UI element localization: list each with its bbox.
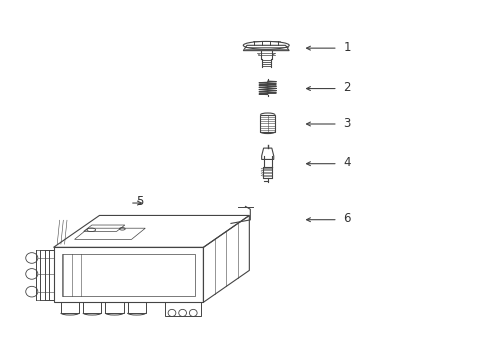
- Bar: [83, 302, 101, 313]
- Bar: [105, 302, 123, 313]
- Bar: [260, 115, 274, 132]
- Bar: [61, 302, 79, 313]
- Text: 3: 3: [343, 117, 350, 130]
- Bar: [127, 302, 145, 313]
- Bar: [62, 254, 194, 296]
- Text: 2: 2: [343, 81, 350, 94]
- Text: 5: 5: [136, 195, 143, 208]
- Text: 4: 4: [343, 157, 350, 170]
- Bar: [164, 302, 201, 316]
- Text: 6: 6: [343, 212, 350, 225]
- Text: 1: 1: [343, 41, 350, 54]
